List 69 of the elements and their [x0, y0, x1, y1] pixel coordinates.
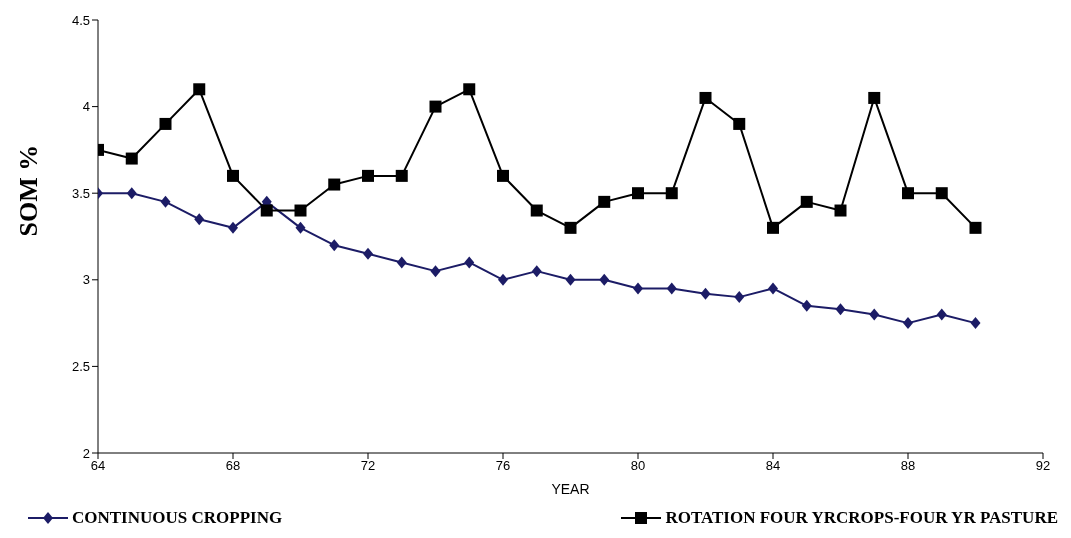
x-tick-label: 76 — [495, 458, 511, 474]
point — [328, 178, 341, 191]
point — [126, 187, 137, 200]
point — [125, 152, 138, 165]
x-axis-title: YEAR — [551, 481, 590, 497]
point — [395, 169, 408, 182]
point — [227, 169, 239, 182]
point — [228, 221, 238, 234]
point — [260, 204, 273, 217]
point — [700, 287, 711, 300]
x-tick-label: 84 — [765, 458, 781, 474]
point — [498, 273, 508, 286]
point — [801, 299, 812, 312]
point — [497, 169, 509, 182]
point — [564, 221, 577, 234]
point — [363, 247, 373, 260]
point — [632, 187, 644, 200]
point — [767, 221, 779, 234]
point — [295, 221, 306, 234]
point — [666, 282, 677, 295]
point — [868, 91, 881, 104]
y-tick-label: 4 — [82, 99, 90, 115]
legend-label: CONTINUOUS CROPPING — [72, 508, 283, 528]
point — [362, 169, 374, 182]
point — [835, 303, 846, 316]
legend-label: ROTATION FOUR YRCROPS-FOUR YR PASTURE — [665, 508, 1058, 528]
point — [903, 317, 913, 330]
point — [902, 187, 914, 200]
x-tick-label: 72 — [360, 458, 376, 474]
point — [463, 83, 476, 96]
point — [160, 195, 171, 208]
point — [734, 291, 745, 304]
point — [429, 100, 442, 113]
x-tick-label: 92 — [1035, 458, 1051, 474]
point — [599, 273, 610, 286]
point — [159, 117, 172, 130]
point — [396, 256, 407, 269]
point — [193, 83, 206, 96]
y-tick-label: 3.5 — [71, 185, 90, 201]
y-tick-label: 2.5 — [71, 359, 90, 375]
point — [733, 117, 746, 130]
point — [665, 187, 678, 200]
x-tick-label: 64 — [90, 458, 106, 474]
point — [531, 265, 542, 278]
point — [329, 239, 340, 252]
x-tick-label: 68 — [225, 458, 241, 474]
y-tick-label: 2 — [82, 445, 90, 461]
point — [834, 204, 847, 217]
point — [800, 195, 813, 208]
point — [970, 317, 981, 330]
point — [936, 308, 947, 321]
y-tick-label: 3 — [82, 272, 90, 288]
point — [530, 204, 543, 217]
point — [464, 256, 475, 269]
point — [969, 221, 982, 234]
point — [768, 282, 778, 295]
x-tick-label: 88 — [900, 458, 916, 474]
point — [935, 187, 948, 200]
point — [294, 204, 307, 217]
point — [869, 308, 880, 321]
point — [633, 282, 643, 295]
point — [598, 195, 611, 208]
x-tick-label: 80 — [630, 458, 646, 474]
point — [699, 91, 712, 104]
y-axis-title: SOM % — [14, 144, 44, 237]
point — [194, 213, 205, 226]
point — [565, 273, 576, 286]
point — [430, 265, 441, 278]
y-tick-label: 4.5 — [71, 12, 90, 28]
